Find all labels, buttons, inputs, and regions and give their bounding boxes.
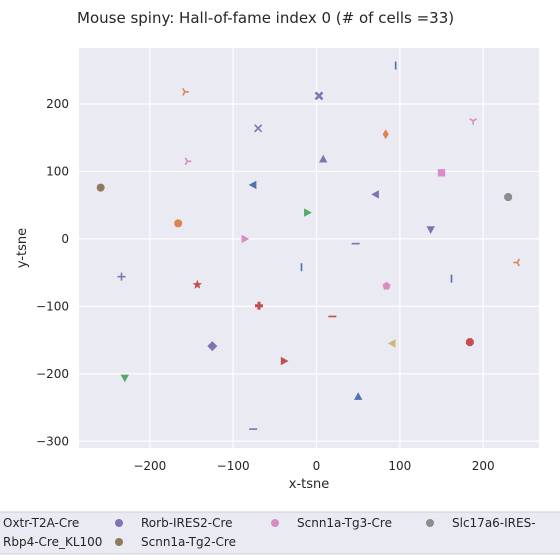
legend-label: Scnn1a-Tg3-Cre: [297, 516, 392, 530]
x-tick-label: −100: [217, 459, 250, 473]
legend-marker: [271, 519, 279, 527]
scatter-point: [438, 169, 445, 176]
x-tick-label: 0: [313, 459, 321, 473]
legend-label: Oxtr-T2A-Cre: [3, 516, 79, 530]
scatter-point: [466, 338, 474, 346]
scatter-point: [174, 219, 182, 227]
chart-title: Mouse spiny: Hall-of-fame index 0 (# of …: [77, 9, 454, 27]
legend-marker: [115, 519, 123, 527]
legend-label: Rbp4-Cre_KL100: [3, 535, 102, 549]
legend-marker: [115, 538, 123, 546]
legend-item: Rbp4-Cre_KL100: [3, 535, 102, 549]
plot-area: [79, 48, 539, 448]
legend: Oxtr-T2A-Cre Rorb-IRES2-Cre Scnn1a-Tg3-Cre…: [0, 512, 560, 554]
x-tick-label: 200: [472, 459, 495, 473]
legend-label: Scnn1a-Tg2-Cre: [141, 535, 236, 549]
x-axis-label: x-tsne: [289, 477, 330, 492]
y-tick-label: −300: [36, 434, 69, 448]
scatter-point: [438, 169, 445, 176]
legend-label: Rorb-IRES2-Cre: [141, 516, 233, 530]
y-tick-label: −200: [36, 367, 69, 381]
y-tick-label: −100: [36, 299, 69, 313]
y-tick-label: 0: [61, 232, 69, 246]
x-tick-label: 100: [388, 459, 411, 473]
y-axis-label: y-tsne: [15, 228, 30, 268]
y-tick-label: 100: [46, 164, 69, 178]
legend-item: Oxtr-T2A-Cre: [3, 516, 79, 530]
scatter-point: [504, 193, 512, 201]
scatter-point: [97, 184, 105, 192]
legend-label: Slc17a6-IRES-: [452, 516, 536, 530]
scatter-point: [97, 184, 105, 192]
scatter-point: [504, 193, 512, 201]
scatter-point: [466, 338, 474, 346]
legend-marker: [426, 519, 434, 527]
x-tick-label: −200: [133, 459, 166, 473]
y-tick-label: 200: [46, 97, 69, 111]
scatter-point: [174, 219, 182, 227]
